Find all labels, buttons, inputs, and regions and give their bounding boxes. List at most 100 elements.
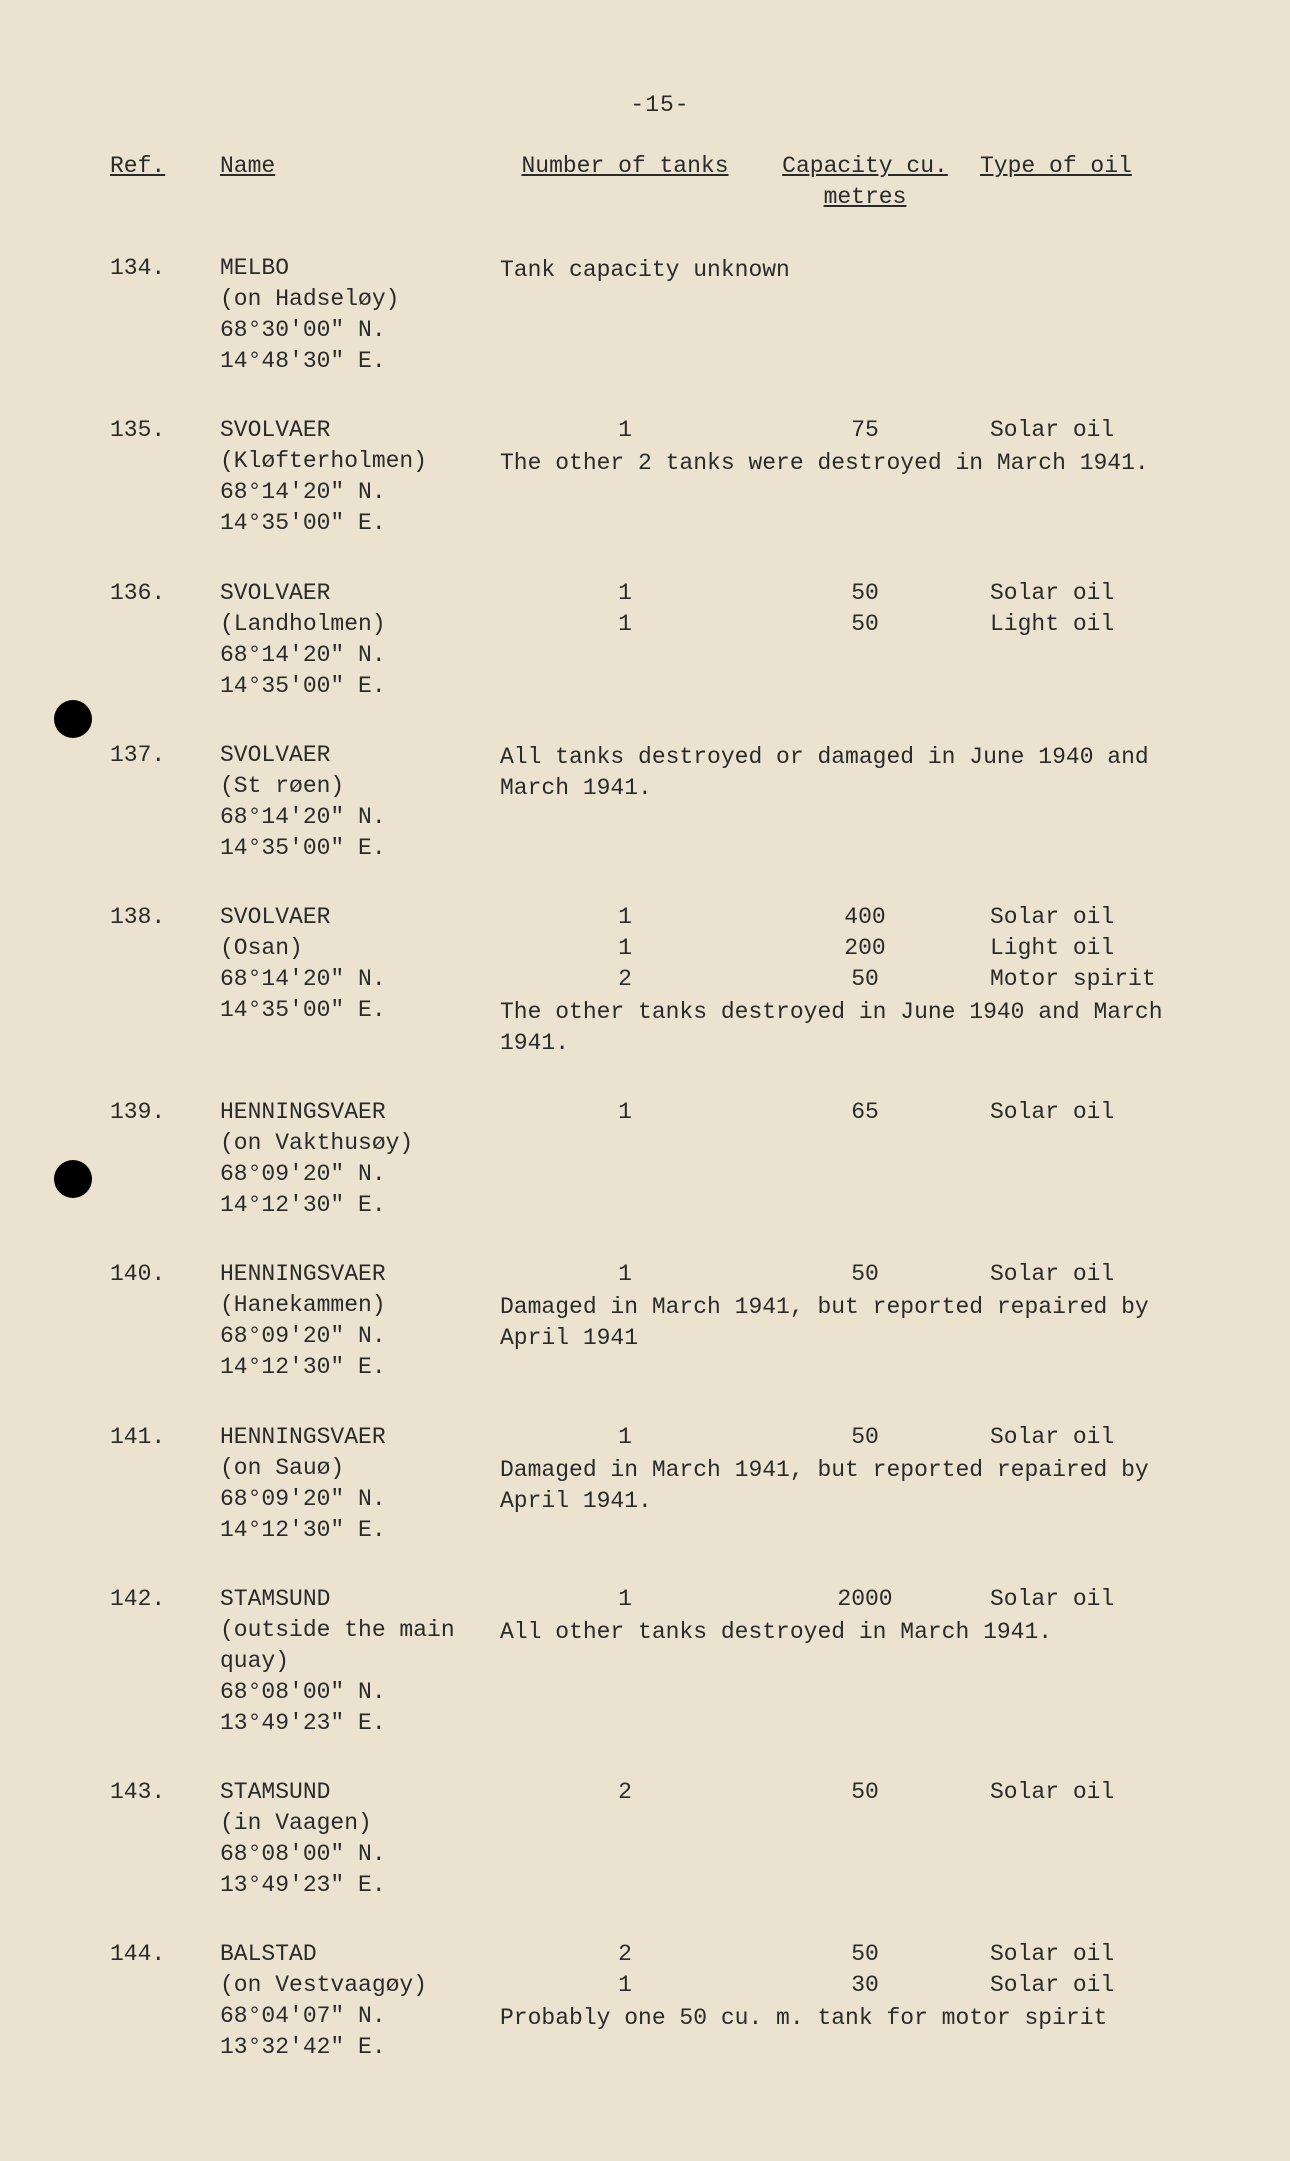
tanks-value: 1 [500,609,750,640]
latitude: 68°14'20" N. [220,802,500,833]
data-row: 150Solar oil [500,1422,1220,1453]
location-name: HENNINGSVAER [220,1422,500,1453]
data-row: 150Solar oil [500,1259,1220,1290]
location-name: HENNINGSVAER [220,1259,500,1290]
location-name: SVOLVAER [220,902,500,933]
note-text: The other tanks destroyed in June 1940 a… [500,997,1220,1059]
tanks-value: 2 [500,964,750,995]
ref-number: 143. [110,1777,220,1808]
location-name: STAMSUND [220,1584,500,1615]
tanks-value: 1 [500,1584,750,1615]
ref-number: 134. [110,253,220,284]
location-block: SVOLVAER(Landholmen)68°14'20" N.14°35'00… [220,578,500,702]
header-name: Name [220,153,275,179]
capacity-value: 200 [750,933,980,964]
table-header-row: Ref. Name Number of tanks Capacity cu. m… [110,151,1210,213]
tanks-value: 1 [500,1259,750,1290]
note-text: Probably one 50 cu. m. tank for motor sp… [500,2003,1220,2034]
punch-hole-icon [54,700,92,738]
header-capacity: Capacity cu. metres [782,153,948,210]
longitude: 14°35'00" E. [220,671,500,702]
capacity-value: 50 [750,1422,980,1453]
latitude: 68°09'20" N. [220,1159,500,1190]
tanks-value: 1 [500,1422,750,1453]
tanks-value: 1 [500,578,750,609]
tanks-value: 1 [500,1970,750,2001]
data-block: 150Solar oilDamaged in March 1941, but r… [500,1259,1220,1354]
location-name: HENNINGSVAER [220,1097,500,1128]
table-row: 138.SVOLVAER(Osan)68°14'20" N.14°35'00" … [110,902,1210,1059]
table-row: 142.STAMSUND(outside the main quay)68°08… [110,1584,1210,1739]
location-name: MELBO [220,253,500,284]
latitude: 68°14'20" N. [220,477,500,508]
ref-number: 137. [110,740,220,771]
oil-type-value: Solar oil [980,1939,1220,1970]
ref-number: 142. [110,1584,220,1615]
longitude: 14°35'00" E. [220,508,500,539]
location-sub: (on Vestvaagøy) [220,1970,500,2001]
oil-type-value: Solar oil [980,1097,1220,1128]
capacity-value: 50 [750,964,980,995]
location-sub: (in Vaagen) [220,1808,500,1839]
location-sub: (Hanekammen) [220,1290,500,1321]
latitude: 68°04'07" N. [220,2001,500,2032]
location-sub: (outside the main quay) [220,1615,500,1677]
longitude: 14°12'30" E. [220,1190,500,1221]
location-name: SVOLVAER [220,578,500,609]
latitude: 68°14'20" N. [220,964,500,995]
tanks-value: 1 [500,1097,750,1128]
data-block: 12000Solar oilAll other tanks destroyed … [500,1584,1220,1648]
data-block: Tank capacity unknown [500,253,1210,286]
oil-type-value: Solar oil [980,902,1220,933]
oil-type-value: Solar oil [980,1777,1220,1808]
location-sub: (on Vakthusøy) [220,1128,500,1159]
note-text: The other 2 tanks were destroyed in Marc… [500,448,1220,479]
data-row: 250Motor spirit [500,964,1220,995]
header-type: Type of oil [980,153,1132,179]
capacity-value: 30 [750,1970,980,2001]
oil-type-value: Solar oil [980,1584,1220,1615]
longitude: 13°49'23" E. [220,1708,500,1739]
oil-type-value: Solar oil [980,1970,1220,2001]
ref-number: 144. [110,1939,220,1970]
ref-number: 138. [110,902,220,933]
data-block: 150Solar oil150Light oil [500,578,1220,640]
table-row: 137.SVOLVAER(St røen)68°14'20" N.14°35'0… [110,740,1210,864]
data-block: 250Solar oil [500,1777,1220,1808]
capacity-value: 75 [750,415,980,446]
data-row: 12000Solar oil [500,1584,1220,1615]
location-name: BALSTAD [220,1939,500,1970]
location-block: HENNINGSVAER(on Vakthusøy)68°09'20" N.14… [220,1097,500,1221]
location-sub: (Landholmen) [220,609,500,640]
location-block: STAMSUND(outside the main quay)68°08'00"… [220,1584,500,1739]
oil-type-value: Motor spirit [980,964,1220,995]
page-number: -15- [110,90,1210,121]
data-block: All tanks destroyed or damaged in June 1… [500,740,1210,804]
location-sub: (on Sauø) [220,1453,500,1484]
ref-number: 140. [110,1259,220,1290]
capacity-value: 400 [750,902,980,933]
punch-hole-icon [54,1160,92,1198]
location-name: STAMSUND [220,1777,500,1808]
data-row: 150Light oil [500,609,1220,640]
longitude: 14°12'30" E. [220,1352,500,1383]
latitude: 68°08'00" N. [220,1677,500,1708]
location-block: SVOLVAER(Kløfterholmen)68°14'20" N.14°35… [220,415,500,539]
entries-container: 134.MELBO(on Hadseløy)68°30'00" N.14°48'… [110,253,1210,2063]
capacity-value: 50 [750,609,980,640]
note-text: Damaged in March 1941, but reported repa… [500,1455,1220,1517]
latitude: 68°09'20" N. [220,1484,500,1515]
header-ref: Ref. [110,153,165,179]
table-row: 139.HENNINGSVAER(on Vakthusøy)68°09'20" … [110,1097,1210,1221]
tanks-value: 2 [500,1939,750,1970]
tanks-value: 1 [500,415,750,446]
location-name: SVOLVAER [220,415,500,446]
data-row: 250Solar oil [500,1939,1220,1970]
capacity-value: 50 [750,1777,980,1808]
document-page: -15- Ref. Name Number of tanks Capacity … [0,0,1290,2161]
location-name: SVOLVAER [220,740,500,771]
longitude: 13°49'23" E. [220,1870,500,1901]
latitude: 68°30'00" N. [220,315,500,346]
capacity-value: 2000 [750,1584,980,1615]
location-sub: (St røen) [220,771,500,802]
